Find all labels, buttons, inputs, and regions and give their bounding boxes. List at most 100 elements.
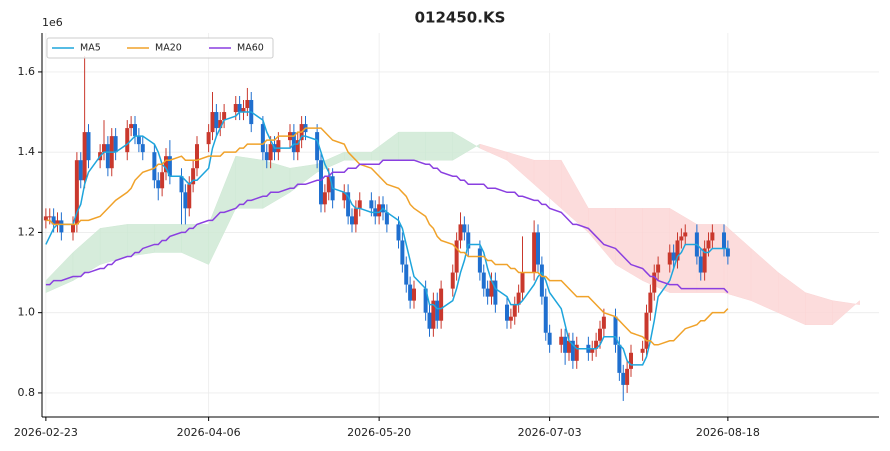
- candle-body: [574, 344, 579, 361]
- x-tick-label: 2026-07-03: [518, 426, 582, 439]
- candle-body: [291, 132, 296, 153]
- cloud-segment: [832, 300, 860, 326]
- candle-body: [140, 144, 145, 153]
- candle-body: [683, 232, 688, 237]
- candle-body: [315, 132, 320, 161]
- candle-body: [621, 372, 626, 385]
- candle-body: [617, 344, 622, 373]
- candle-body: [346, 192, 351, 217]
- cloud: [45, 131, 860, 326]
- candle-body: [102, 144, 106, 153]
- candle-body: [485, 288, 490, 297]
- x-tick-label: 2026-02-23: [14, 426, 78, 439]
- candle-body: [218, 120, 223, 129]
- cloud-segment: [371, 131, 399, 161]
- candle-body: [260, 124, 265, 153]
- candle-body: [164, 156, 168, 173]
- candle-body: [125, 128, 130, 153]
- candle-body: [559, 336, 564, 345]
- candle-body: [431, 300, 436, 329]
- candle-body: [245, 100, 250, 109]
- candle-body: [206, 132, 211, 145]
- candle-body: [536, 232, 540, 265]
- candle-body: [601, 316, 606, 329]
- candle-body: [563, 336, 568, 353]
- ma-line: [45, 127, 729, 346]
- candle-body: [276, 140, 281, 153]
- candle-body: [191, 168, 196, 185]
- cloud-segment: [452, 131, 481, 161]
- cloud-segment: [425, 131, 453, 161]
- candle-body: [319, 160, 323, 205]
- candle-body: [233, 104, 238, 113]
- candle-body: [369, 200, 374, 209]
- cloud-segment: [398, 131, 426, 161]
- candle-body: [427, 312, 432, 329]
- offset-label: 1e6: [42, 16, 63, 29]
- x-tick-label: 2026-08-18: [696, 426, 760, 439]
- cloud-segment: [127, 224, 155, 257]
- candle-body: [725, 248, 730, 257]
- candle-body: [435, 300, 440, 321]
- cloud-segment: [181, 224, 209, 265]
- candle-body: [698, 256, 703, 273]
- candle-body: [439, 288, 444, 321]
- candle-body: [481, 272, 486, 289]
- candle-body: [590, 348, 595, 353]
- candle-body: [679, 236, 684, 241]
- candle-body: [156, 180, 161, 189]
- candle-body: [625, 368, 630, 385]
- legend-label: MA20: [155, 43, 182, 54]
- ma-line: [45, 159, 729, 294]
- candle-body: [222, 112, 227, 121]
- y-tick-label: 0.8: [18, 386, 36, 399]
- candle-body: [450, 272, 455, 289]
- candle-body: [167, 156, 172, 177]
- candle-body: [408, 284, 413, 301]
- chart-title: 012450.KS: [415, 9, 506, 27]
- candle-body: [640, 348, 645, 353]
- lines: [45, 111, 729, 366]
- candle-body: [570, 340, 575, 361]
- candle-body: [152, 152, 157, 181]
- candle-body: [477, 248, 482, 273]
- candle-body: [512, 304, 517, 317]
- x-tick-label: 2026-05-20: [347, 426, 411, 439]
- candle-body: [183, 192, 188, 209]
- ma-line: [45, 111, 728, 366]
- candle-body: [51, 216, 56, 225]
- candle-body: [648, 292, 653, 313]
- cloud-segment: [506, 151, 535, 185]
- cloud-segment: [778, 272, 806, 326]
- candle-body: [350, 216, 354, 225]
- candle-body: [652, 272, 657, 293]
- x-tick-label: 2026-04-06: [177, 426, 241, 439]
- candle-body: [295, 140, 300, 153]
- candle-body: [547, 332, 552, 345]
- candle-body: [505, 304, 509, 321]
- candle-body: [396, 224, 401, 241]
- candle-body: [667, 252, 672, 265]
- candle-body: [195, 144, 199, 169]
- candle-body: [423, 288, 428, 313]
- cloud-segment: [750, 247, 779, 314]
- candle-body: [675, 240, 680, 261]
- candle-body: [129, 124, 134, 129]
- y-tick-label: 1.6: [18, 65, 36, 78]
- cloud-segment: [588, 208, 616, 266]
- candle-body: [710, 232, 715, 241]
- candle-body: [520, 272, 525, 293]
- candle-body: [613, 316, 618, 345]
- candle-body: [412, 288, 416, 301]
- candle-body: [86, 132, 91, 161]
- candle-body: [543, 296, 548, 333]
- candle-body: [594, 340, 599, 349]
- candle-body: [55, 220, 60, 225]
- candle-body: [78, 160, 83, 181]
- candle-body: [105, 144, 110, 169]
- candle-body: [160, 172, 165, 189]
- candle-body: [671, 252, 676, 261]
- candle-body: [133, 124, 137, 137]
